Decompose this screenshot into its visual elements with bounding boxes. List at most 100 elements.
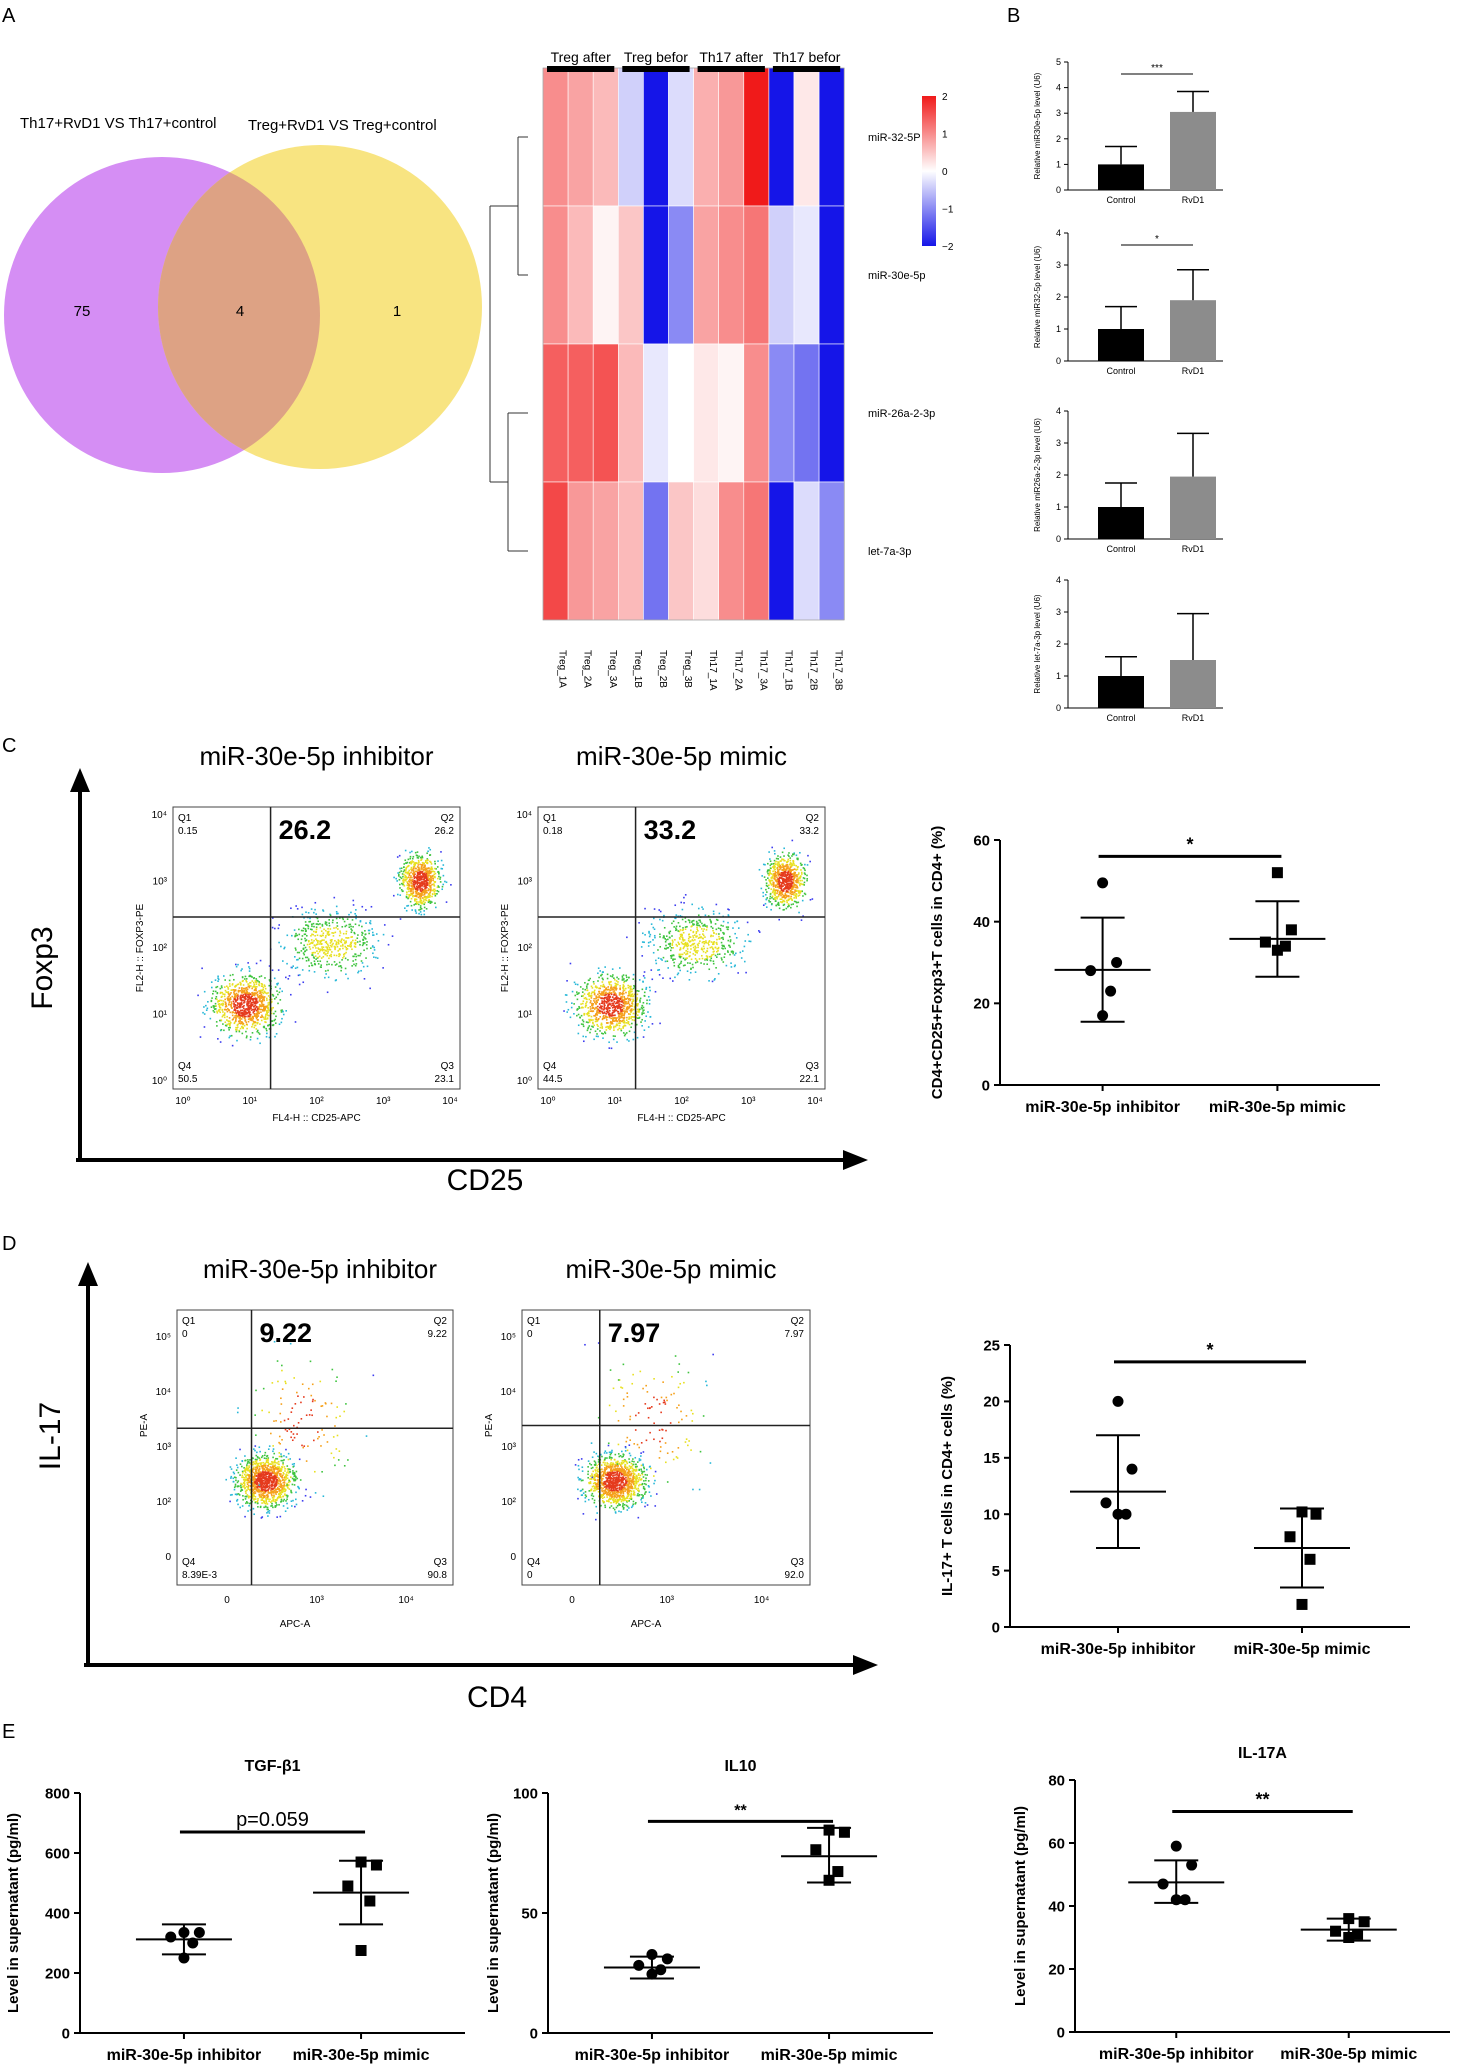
event-dot bbox=[617, 1028, 619, 1031]
event-dot bbox=[697, 946, 699, 949]
event-dot bbox=[304, 946, 307, 949]
event-dot bbox=[219, 999, 221, 1002]
event-dot bbox=[406, 861, 409, 864]
event-dot bbox=[566, 980, 568, 982]
event-dot bbox=[282, 1010, 284, 1013]
event-dot bbox=[265, 1005, 267, 1008]
event-dot bbox=[699, 926, 702, 928]
event-dot bbox=[624, 1001, 626, 1004]
event-dot bbox=[261, 1005, 264, 1007]
plot-x-label: FL4-H :: CD25-APC bbox=[637, 1113, 725, 1124]
event-dot bbox=[228, 983, 231, 985]
event-dot bbox=[350, 941, 353, 943]
event-dot bbox=[316, 950, 318, 952]
event-dot bbox=[631, 988, 633, 991]
event-dot bbox=[669, 955, 672, 957]
event-dot bbox=[434, 860, 436, 863]
event-dot bbox=[430, 863, 433, 865]
event-dot bbox=[628, 1040, 630, 1042]
event-dot bbox=[210, 986, 213, 989]
event-dot bbox=[315, 938, 317, 940]
event-dot bbox=[774, 872, 776, 875]
event-dot bbox=[314, 963, 316, 965]
event-dot bbox=[359, 952, 362, 955]
event-dot bbox=[237, 1493, 240, 1495]
event-dot bbox=[215, 1005, 217, 1007]
event-dot bbox=[434, 862, 436, 865]
event-dot bbox=[613, 1005, 616, 1008]
event-dot bbox=[781, 863, 784, 866]
event-dot bbox=[625, 1032, 628, 1034]
event-dot bbox=[218, 1005, 221, 1007]
event-dot bbox=[421, 856, 424, 859]
event-dot bbox=[229, 1011, 232, 1014]
event-dot bbox=[593, 993, 596, 995]
event-dot bbox=[277, 1463, 280, 1465]
event-dot bbox=[777, 878, 779, 880]
event-dot bbox=[335, 943, 338, 946]
event-dot bbox=[250, 975, 253, 978]
event-dot bbox=[597, 967, 600, 970]
event-dot bbox=[610, 1026, 612, 1028]
event-dot bbox=[248, 996, 251, 998]
event-dot bbox=[279, 1515, 282, 1518]
event-dot bbox=[716, 956, 718, 958]
event-dot bbox=[685, 957, 687, 960]
event-dot bbox=[241, 976, 244, 979]
heatmap-cell bbox=[592, 343, 619, 483]
y-tick-label: 0 bbox=[1056, 534, 1061, 544]
event-dot bbox=[237, 1023, 239, 1026]
event-dot bbox=[229, 1023, 231, 1025]
event-dot bbox=[214, 979, 217, 981]
event-dot bbox=[430, 876, 432, 879]
event-dot bbox=[649, 941, 652, 943]
event-dot bbox=[232, 1471, 235, 1474]
event-dot bbox=[354, 964, 357, 967]
event-dot bbox=[621, 997, 623, 1000]
event-dot bbox=[262, 1485, 265, 1487]
event-dot bbox=[241, 987, 243, 989]
event-dot bbox=[413, 877, 416, 880]
event-dot bbox=[791, 882, 794, 884]
event-dot bbox=[615, 986, 617, 988]
event-dot bbox=[774, 898, 777, 901]
event-dot bbox=[254, 986, 256, 989]
event-dot bbox=[608, 1006, 610, 1009]
event-dot bbox=[226, 997, 229, 1000]
event-dot bbox=[695, 931, 698, 933]
event-dot bbox=[735, 952, 737, 955]
event-dot bbox=[233, 1016, 235, 1019]
event-dot bbox=[410, 862, 412, 865]
event-dot bbox=[271, 993, 274, 996]
event-dot bbox=[708, 955, 711, 958]
event-dot bbox=[236, 1015, 239, 1018]
event-dot bbox=[296, 934, 299, 937]
event-dot bbox=[585, 985, 588, 988]
event-dot bbox=[276, 1497, 279, 1500]
event-dot bbox=[262, 996, 265, 999]
event-dot bbox=[589, 1031, 591, 1034]
event-dot bbox=[263, 991, 266, 994]
event-dot bbox=[643, 1029, 646, 1031]
event-dot bbox=[417, 886, 420, 889]
event-dot bbox=[621, 992, 624, 994]
event-dot bbox=[766, 885, 769, 888]
event-dot bbox=[613, 1006, 615, 1008]
event-dot bbox=[703, 940, 705, 943]
event-dot bbox=[427, 889, 430, 892]
event-dot bbox=[266, 1032, 268, 1035]
event-dot bbox=[319, 934, 322, 937]
event-dot bbox=[638, 922, 640, 924]
event-dot bbox=[594, 1013, 597, 1016]
event-dot bbox=[692, 936, 695, 939]
heatmap-cell bbox=[768, 343, 795, 483]
event-dot bbox=[798, 891, 800, 893]
event-dot bbox=[593, 991, 596, 993]
x-category-label: Control bbox=[1106, 713, 1135, 723]
event-dot bbox=[422, 864, 424, 867]
event-dot bbox=[364, 933, 367, 936]
event-dot bbox=[793, 884, 796, 886]
event-dot bbox=[244, 1008, 246, 1011]
event-dot bbox=[401, 873, 404, 875]
event-dot bbox=[255, 1485, 257, 1488]
